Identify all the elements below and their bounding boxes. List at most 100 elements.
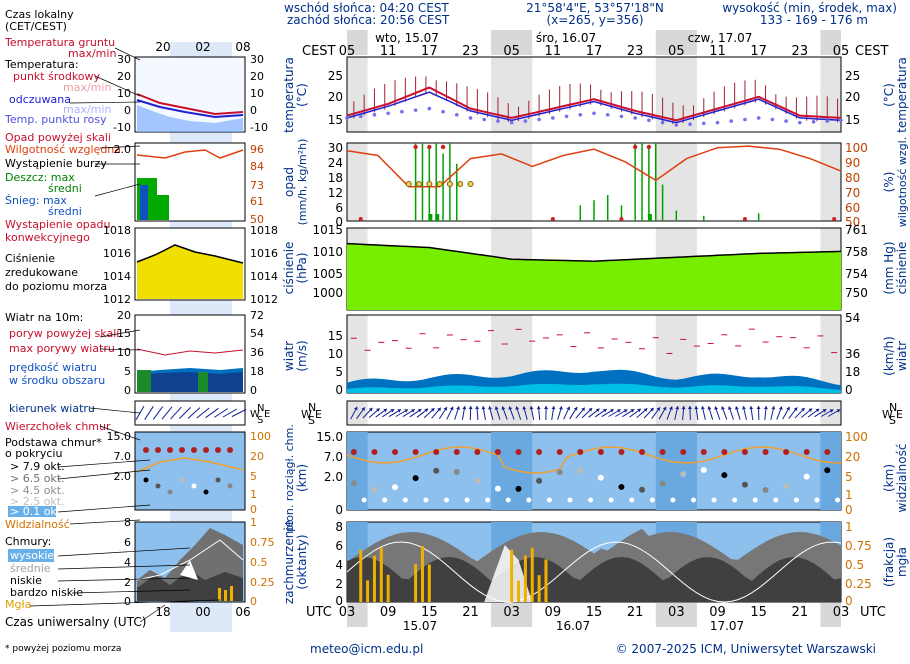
legend-cl-tick: 8	[124, 516, 131, 529]
wind-arrow	[635, 407, 648, 419]
cloud-base-dot	[650, 498, 655, 503]
legend-cloud-top-dot	[167, 447, 173, 453]
cest-label-right: CEST	[855, 44, 889, 59]
press-tick: 1010	[312, 245, 343, 259]
cb-tick-r: 100	[845, 430, 868, 444]
over-scale-marker	[427, 145, 431, 149]
over-scale-marker	[441, 145, 445, 149]
legend-cloud-top: Wierzchołek chmur	[5, 420, 111, 433]
night-band	[820, 143, 841, 221]
legend-cloud-base-dot	[144, 478, 149, 483]
legend-wind-tick: 5	[124, 365, 131, 378]
cloud-base-dot	[835, 498, 840, 503]
storm-marker	[468, 182, 473, 187]
local-tick: 20	[155, 40, 170, 54]
fog-bar	[414, 564, 417, 602]
wind-arrow	[601, 408, 615, 419]
wind-arrow-head	[544, 406, 548, 409]
utc-date: 15.07	[403, 619, 437, 633]
dew-point-dot	[592, 111, 596, 115]
cloud-top-dot	[618, 449, 624, 455]
legend-cb-tick-r: 5	[250, 470, 257, 483]
cl-ylabel-r: mgła	[895, 547, 909, 577]
legend-cloud-base-dot	[168, 490, 173, 495]
precip-ylabel-r: wilgotność wzgl.	[896, 137, 909, 227]
legend-dir-box	[135, 401, 245, 425]
cloud-top-dot	[557, 449, 563, 455]
legend-fog: Mgła	[5, 598, 31, 611]
wind-arrow	[556, 406, 564, 421]
utc-tick: 06	[235, 605, 250, 619]
cloud-base-dot	[763, 487, 769, 493]
wind-arrow	[468, 406, 472, 420]
legend-temp-tick: -10	[113, 121, 131, 134]
cloud-base-dot	[403, 498, 408, 503]
wind-direction-arrows	[349, 406, 841, 421]
legend-temp-tick: 0	[124, 104, 131, 117]
cloud-base-dot	[618, 484, 624, 490]
legend-speed-1: prędkość wiatru	[9, 361, 97, 374]
cloud-top-dot	[413, 449, 419, 455]
legend-clouds-title: Chmury:	[5, 535, 51, 548]
pressure-panel: 1015 1010 1005 1000 761 758 754 750 ciśn…	[282, 223, 909, 310]
cloud-top-dot	[371, 449, 377, 455]
fog-bar	[366, 580, 369, 602]
precip-bar-avg	[428, 214, 432, 221]
press-tick: 1005	[312, 267, 343, 281]
legend-wind-tick-r: 72	[250, 309, 264, 322]
precip-bar-avg	[435, 214, 439, 221]
wind-arrow-head	[617, 408, 622, 413]
cl-tick: 8	[335, 520, 343, 534]
legend-cl-tick-r: 1	[250, 516, 257, 529]
legend-wind-tick-r: 54	[250, 327, 264, 340]
cloud-top-dot	[598, 449, 604, 455]
dew-point-dot	[812, 120, 816, 124]
wind-arrow	[727, 406, 735, 421]
legend-precip-tick: 2.0	[114, 143, 132, 156]
legend-speed-2: w środku obszaru	[9, 374, 105, 387]
dew-point-dot	[743, 118, 747, 122]
precip-tick-r: 60	[845, 201, 860, 215]
legend-wind-tick: 20	[117, 309, 131, 322]
wind-arrow-head	[475, 406, 479, 409]
legend-cb-tick-r: 20	[250, 450, 264, 463]
dew-point-dot	[620, 115, 624, 119]
cloud-top-dot	[495, 449, 501, 455]
wind-arrow-head	[624, 408, 629, 413]
cloud-top-dot	[804, 449, 810, 455]
legend-rain-bar	[157, 195, 169, 220]
wind-arrow	[409, 407, 423, 418]
legend-pressure-tick-r: 1014	[250, 270, 278, 283]
fog-bar	[373, 556, 376, 602]
utc-tick: 15	[750, 605, 767, 620]
legend-occurrence-2: konwekcyjnego	[5, 231, 90, 244]
wind-arrow-head	[764, 406, 768, 409]
cloud-base-dot	[721, 472, 727, 478]
utc-tick: 21	[792, 605, 809, 620]
press-tick: 1015	[312, 223, 343, 237]
cb-tick: 15.0	[316, 430, 343, 444]
over-scale-marker	[633, 145, 637, 149]
precip-tick: 24	[328, 156, 343, 170]
cloud-base-dot	[670, 498, 675, 503]
cloud-base-dot	[794, 498, 799, 503]
gust-markers	[351, 329, 837, 353]
cloud-top-dot	[824, 449, 830, 455]
dew-point-dot	[784, 119, 788, 123]
legend-cloud-base-dot	[204, 490, 209, 495]
wind-arrow-head	[404, 408, 409, 413]
legend-cloud-top-dot	[155, 447, 161, 453]
wind-arrow	[757, 406, 761, 420]
press-tick-r: 750	[845, 286, 868, 300]
clouds-panel: 8 6 4 2 0 1 0.75 0.5 0.25 0 zachmurzenie…	[282, 520, 909, 608]
legend-pressure-tick: 1012	[103, 293, 131, 306]
press-yunit: (hPa)	[295, 252, 309, 283]
footer-email[interactable]: meteo@icm.edu.pl	[310, 642, 423, 656]
press-tick-r: 754	[845, 267, 868, 281]
legend-temp-tick-r: 30	[250, 53, 264, 66]
press-tick: 1000	[312, 286, 343, 300]
dew-point-dot	[688, 122, 692, 126]
cloud-base-dot	[629, 498, 634, 503]
wind-arrow-head	[450, 406, 455, 410]
legend-cb-tick: 7.0	[114, 450, 132, 463]
